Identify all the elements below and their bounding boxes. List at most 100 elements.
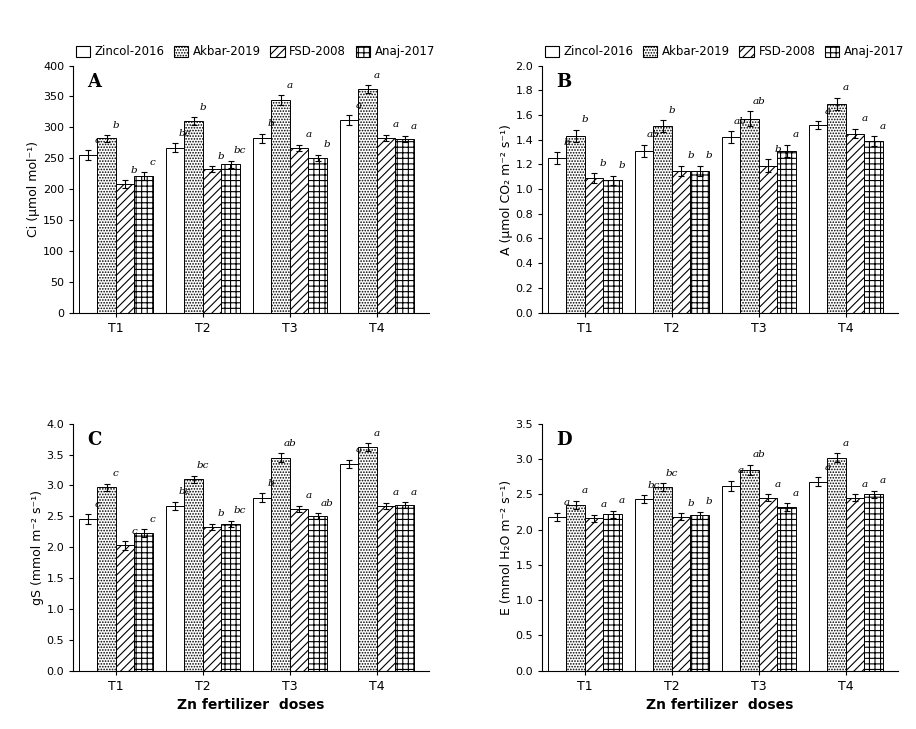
- Bar: [758, 498, 778, 671]
- Text: bc: bc: [178, 487, 191, 496]
- Text: bc: bc: [648, 480, 660, 490]
- Y-axis label: A (µmol CO₂ m⁻² s⁻¹): A (µmol CO₂ m⁻² s⁻¹): [500, 124, 513, 254]
- Text: ab: ab: [734, 117, 747, 125]
- Bar: [635, 499, 653, 671]
- Bar: [548, 517, 566, 671]
- Text: a: a: [824, 463, 831, 472]
- Text: bc: bc: [197, 461, 209, 470]
- Bar: [271, 458, 289, 671]
- Y-axis label: gS (mmol m⁻² s⁻¹): gS (mmol m⁻² s⁻¹): [31, 490, 44, 604]
- Text: a: a: [793, 489, 799, 498]
- Text: b: b: [705, 151, 712, 160]
- Bar: [97, 487, 115, 671]
- Text: a: a: [305, 130, 311, 139]
- Bar: [740, 469, 758, 671]
- Bar: [584, 178, 604, 313]
- Bar: [358, 447, 376, 671]
- Bar: [358, 89, 376, 313]
- Y-axis label: E (mmol H₂O m⁻² s⁻¹): E (mmol H₂O m⁻² s⁻¹): [500, 480, 513, 615]
- Text: b: b: [774, 145, 780, 154]
- Text: a: a: [374, 429, 380, 438]
- Bar: [376, 138, 396, 313]
- Bar: [166, 506, 184, 671]
- Text: c: c: [150, 515, 156, 524]
- Text: bc: bc: [234, 506, 246, 515]
- Text: ab: ab: [283, 439, 296, 448]
- Text: c: c: [94, 136, 100, 145]
- Text: ab: ab: [647, 130, 660, 139]
- Text: b: b: [268, 479, 275, 488]
- Bar: [758, 165, 778, 313]
- Text: a: a: [287, 81, 293, 90]
- Bar: [97, 139, 115, 313]
- Text: b: b: [687, 151, 693, 160]
- Text: a: a: [374, 71, 380, 80]
- Text: ab: ab: [753, 451, 765, 459]
- Text: bc: bc: [234, 147, 246, 155]
- Text: c: c: [131, 526, 137, 536]
- Bar: [309, 157, 327, 313]
- Bar: [115, 545, 135, 671]
- Bar: [809, 482, 827, 671]
- Text: a: a: [843, 439, 849, 448]
- Bar: [202, 169, 222, 313]
- Bar: [566, 505, 584, 671]
- Bar: [691, 171, 709, 313]
- Text: C: C: [88, 431, 102, 449]
- Text: b: b: [600, 159, 606, 168]
- Text: a: a: [619, 496, 625, 505]
- Bar: [691, 515, 709, 671]
- Bar: [202, 527, 222, 671]
- Bar: [396, 505, 414, 671]
- Bar: [253, 139, 271, 313]
- Text: a: a: [410, 488, 417, 496]
- Bar: [722, 486, 740, 671]
- Bar: [184, 121, 202, 313]
- Bar: [604, 181, 622, 313]
- Text: a: a: [355, 101, 362, 109]
- Text: a: a: [880, 476, 886, 486]
- Text: b: b: [113, 121, 119, 130]
- Text: a: a: [774, 480, 780, 489]
- Text: a: a: [880, 122, 886, 130]
- Text: a: a: [793, 130, 799, 139]
- Bar: [722, 137, 740, 313]
- Text: a: a: [392, 120, 398, 129]
- Bar: [865, 141, 883, 313]
- Text: a: a: [305, 491, 311, 500]
- Bar: [827, 458, 845, 671]
- Text: a: a: [843, 83, 849, 93]
- Bar: [115, 184, 135, 313]
- Text: c: c: [94, 500, 100, 509]
- Text: b: b: [218, 152, 224, 161]
- X-axis label: Zn fertilizer  doses: Zn fertilizer doses: [647, 698, 793, 712]
- Bar: [166, 148, 184, 313]
- Text: b: b: [669, 106, 675, 114]
- Text: ab: ab: [321, 499, 333, 508]
- Bar: [289, 509, 309, 671]
- Text: b: b: [323, 140, 330, 149]
- Bar: [671, 171, 691, 313]
- Text: a: a: [861, 114, 867, 123]
- Text: b: b: [582, 115, 588, 125]
- Bar: [253, 498, 271, 671]
- Text: b: b: [687, 499, 693, 508]
- Text: B: B: [557, 73, 572, 91]
- Text: a: a: [582, 486, 588, 495]
- Bar: [79, 519, 97, 671]
- Bar: [653, 126, 671, 313]
- Bar: [671, 517, 691, 671]
- Y-axis label: Ci (µmol mol⁻¹): Ci (µmol mol⁻¹): [27, 141, 40, 237]
- Text: c: c: [113, 469, 119, 478]
- Text: A: A: [88, 73, 102, 91]
- Text: a: a: [392, 488, 398, 497]
- Text: a: a: [355, 445, 362, 454]
- Bar: [604, 514, 622, 671]
- Bar: [135, 176, 153, 313]
- Text: b: b: [200, 103, 206, 112]
- Text: b: b: [268, 119, 275, 128]
- Text: b: b: [705, 497, 712, 507]
- X-axis label: Zn fertilizer  doses: Zn fertilizer doses: [178, 698, 324, 712]
- Text: bc: bc: [666, 469, 678, 477]
- Bar: [135, 533, 153, 671]
